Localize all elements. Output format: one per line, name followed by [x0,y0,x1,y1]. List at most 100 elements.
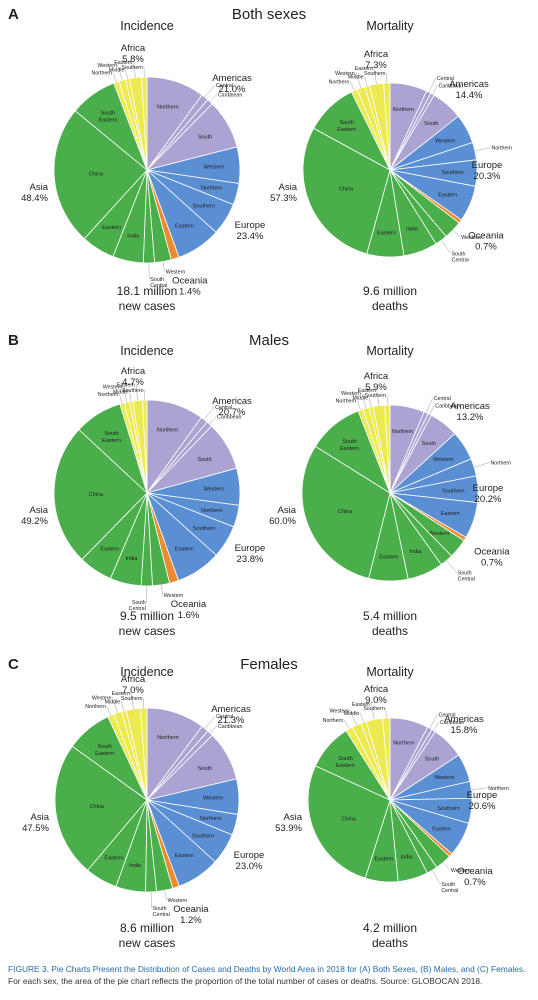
region-percent: 47.5% [22,823,49,834]
leader-line [471,787,488,790]
leader-line [428,77,437,93]
subregion-label: South [101,111,115,117]
subregion-label: South [197,457,211,463]
subregion-label: Eastern [358,388,376,394]
subregion-label: Caribbean [438,83,462,89]
chart-title: Mortality [366,665,414,679]
subregion-label: South [153,906,167,912]
subregion-label: Caribbean [218,92,242,98]
leader-line [129,391,132,402]
leader-line [361,392,367,409]
chart-total: 9.5 million [120,609,174,623]
leader-line [349,710,357,726]
subregion-label: Middle [113,390,129,396]
subregion-label: South [132,600,146,606]
subregion-label: Caribbean [218,724,242,730]
leader-line [425,398,433,413]
chart-total-unit: deaths [372,624,408,638]
subregion-label: China [89,492,104,498]
subregion-label: Central [458,577,475,583]
leader-line [130,693,134,710]
subregion-label: South [198,766,212,772]
leader-line [117,64,123,81]
region-percent: 20.6% [469,801,496,812]
subregion-label: Northern [92,71,113,77]
leader-line [135,384,138,401]
subregion-label: Eastern [355,66,373,72]
subregion-label: Northern [393,107,414,113]
subregion-label: Eastern [336,763,355,769]
region-percent: 60.0% [269,516,296,527]
region-percent: 14.4% [456,90,483,101]
panel-a: A Both sexes [0,6,538,326]
panel-c: C Females [0,656,538,956]
subregion-label: Northern [201,508,222,514]
region-percent: 21.0% [219,84,246,95]
leader-line [123,386,128,403]
subregion-label: Western [103,385,123,391]
region-percent: 15.8% [451,725,478,736]
subregion-label: Eastern [374,857,393,863]
region-label: Africa [121,674,146,685]
subregion-label: Eastern [441,511,460,517]
subregion-label: South [342,439,356,445]
leader-line [204,406,215,420]
subregion-label: Western [168,898,188,904]
subregion-label: Western [204,164,224,170]
subregion-label: Middle [352,395,368,401]
leader-line [162,261,165,272]
panel-title: Males [248,332,289,349]
subregion-label: Central [215,405,232,411]
leader-line [431,870,441,885]
subregion-label: Northern [98,392,119,398]
leader-line [150,891,152,908]
region-percent: 53.9% [275,823,302,834]
subregion-label: South [452,251,466,257]
chart-title: Mortality [366,19,414,33]
subregion-label: Eastern [432,826,451,832]
subregion-label: Eastern [102,225,121,231]
subregion-label: Eastern [117,383,135,389]
pie-slice-asia [307,765,391,879]
region-label: Europe [234,850,265,861]
leader-line [209,416,217,425]
leader-line [357,400,361,411]
leader-line [209,725,218,734]
subregion-label: Western [335,71,355,77]
chart-title: Incidence [120,344,174,358]
subregion-label: Southern [441,170,463,176]
subregion-label: Southern [121,65,143,71]
subregion-label: South [104,431,118,437]
caption-title: FIGURE 3. Pie Charts Present the Distrib… [8,964,526,974]
region-label: Asia [31,812,50,823]
region-percent: 13.2% [457,412,484,423]
subregion-label: Eastern [175,853,194,859]
subregion-label: Western [203,796,223,802]
subregion-label: Western [451,868,471,874]
chart-total: 8.6 million [120,921,174,935]
subregion-label: Central [437,76,454,82]
leader-line [371,703,375,720]
subregion-label: Eastern [100,547,119,553]
subregion-label: Central [216,714,233,720]
region-label: Europe [235,543,266,554]
subregion-label: South [441,882,455,888]
region-percent: 9.0% [365,695,387,706]
leader-line [376,389,380,406]
region-label: Asia [278,505,297,516]
subregion-label: Eastern [340,446,359,452]
subregion-label: Western [435,138,455,144]
chart-title: Mortality [366,344,414,358]
subregion-label: Southern [442,488,464,494]
leader-line [474,462,490,468]
subregion-label: Southern [363,706,385,712]
subregion-label: Eastern [337,127,356,133]
leader-line [344,720,350,729]
subregion-label: Middle [109,67,125,73]
chart-title: Incidence [120,19,174,33]
region-label: Americas [211,704,251,715]
region-percent: 23.0% [236,861,263,872]
pie-slice-asia [54,745,148,871]
subregion-label: Central [129,606,146,612]
leader-line [441,240,451,254]
